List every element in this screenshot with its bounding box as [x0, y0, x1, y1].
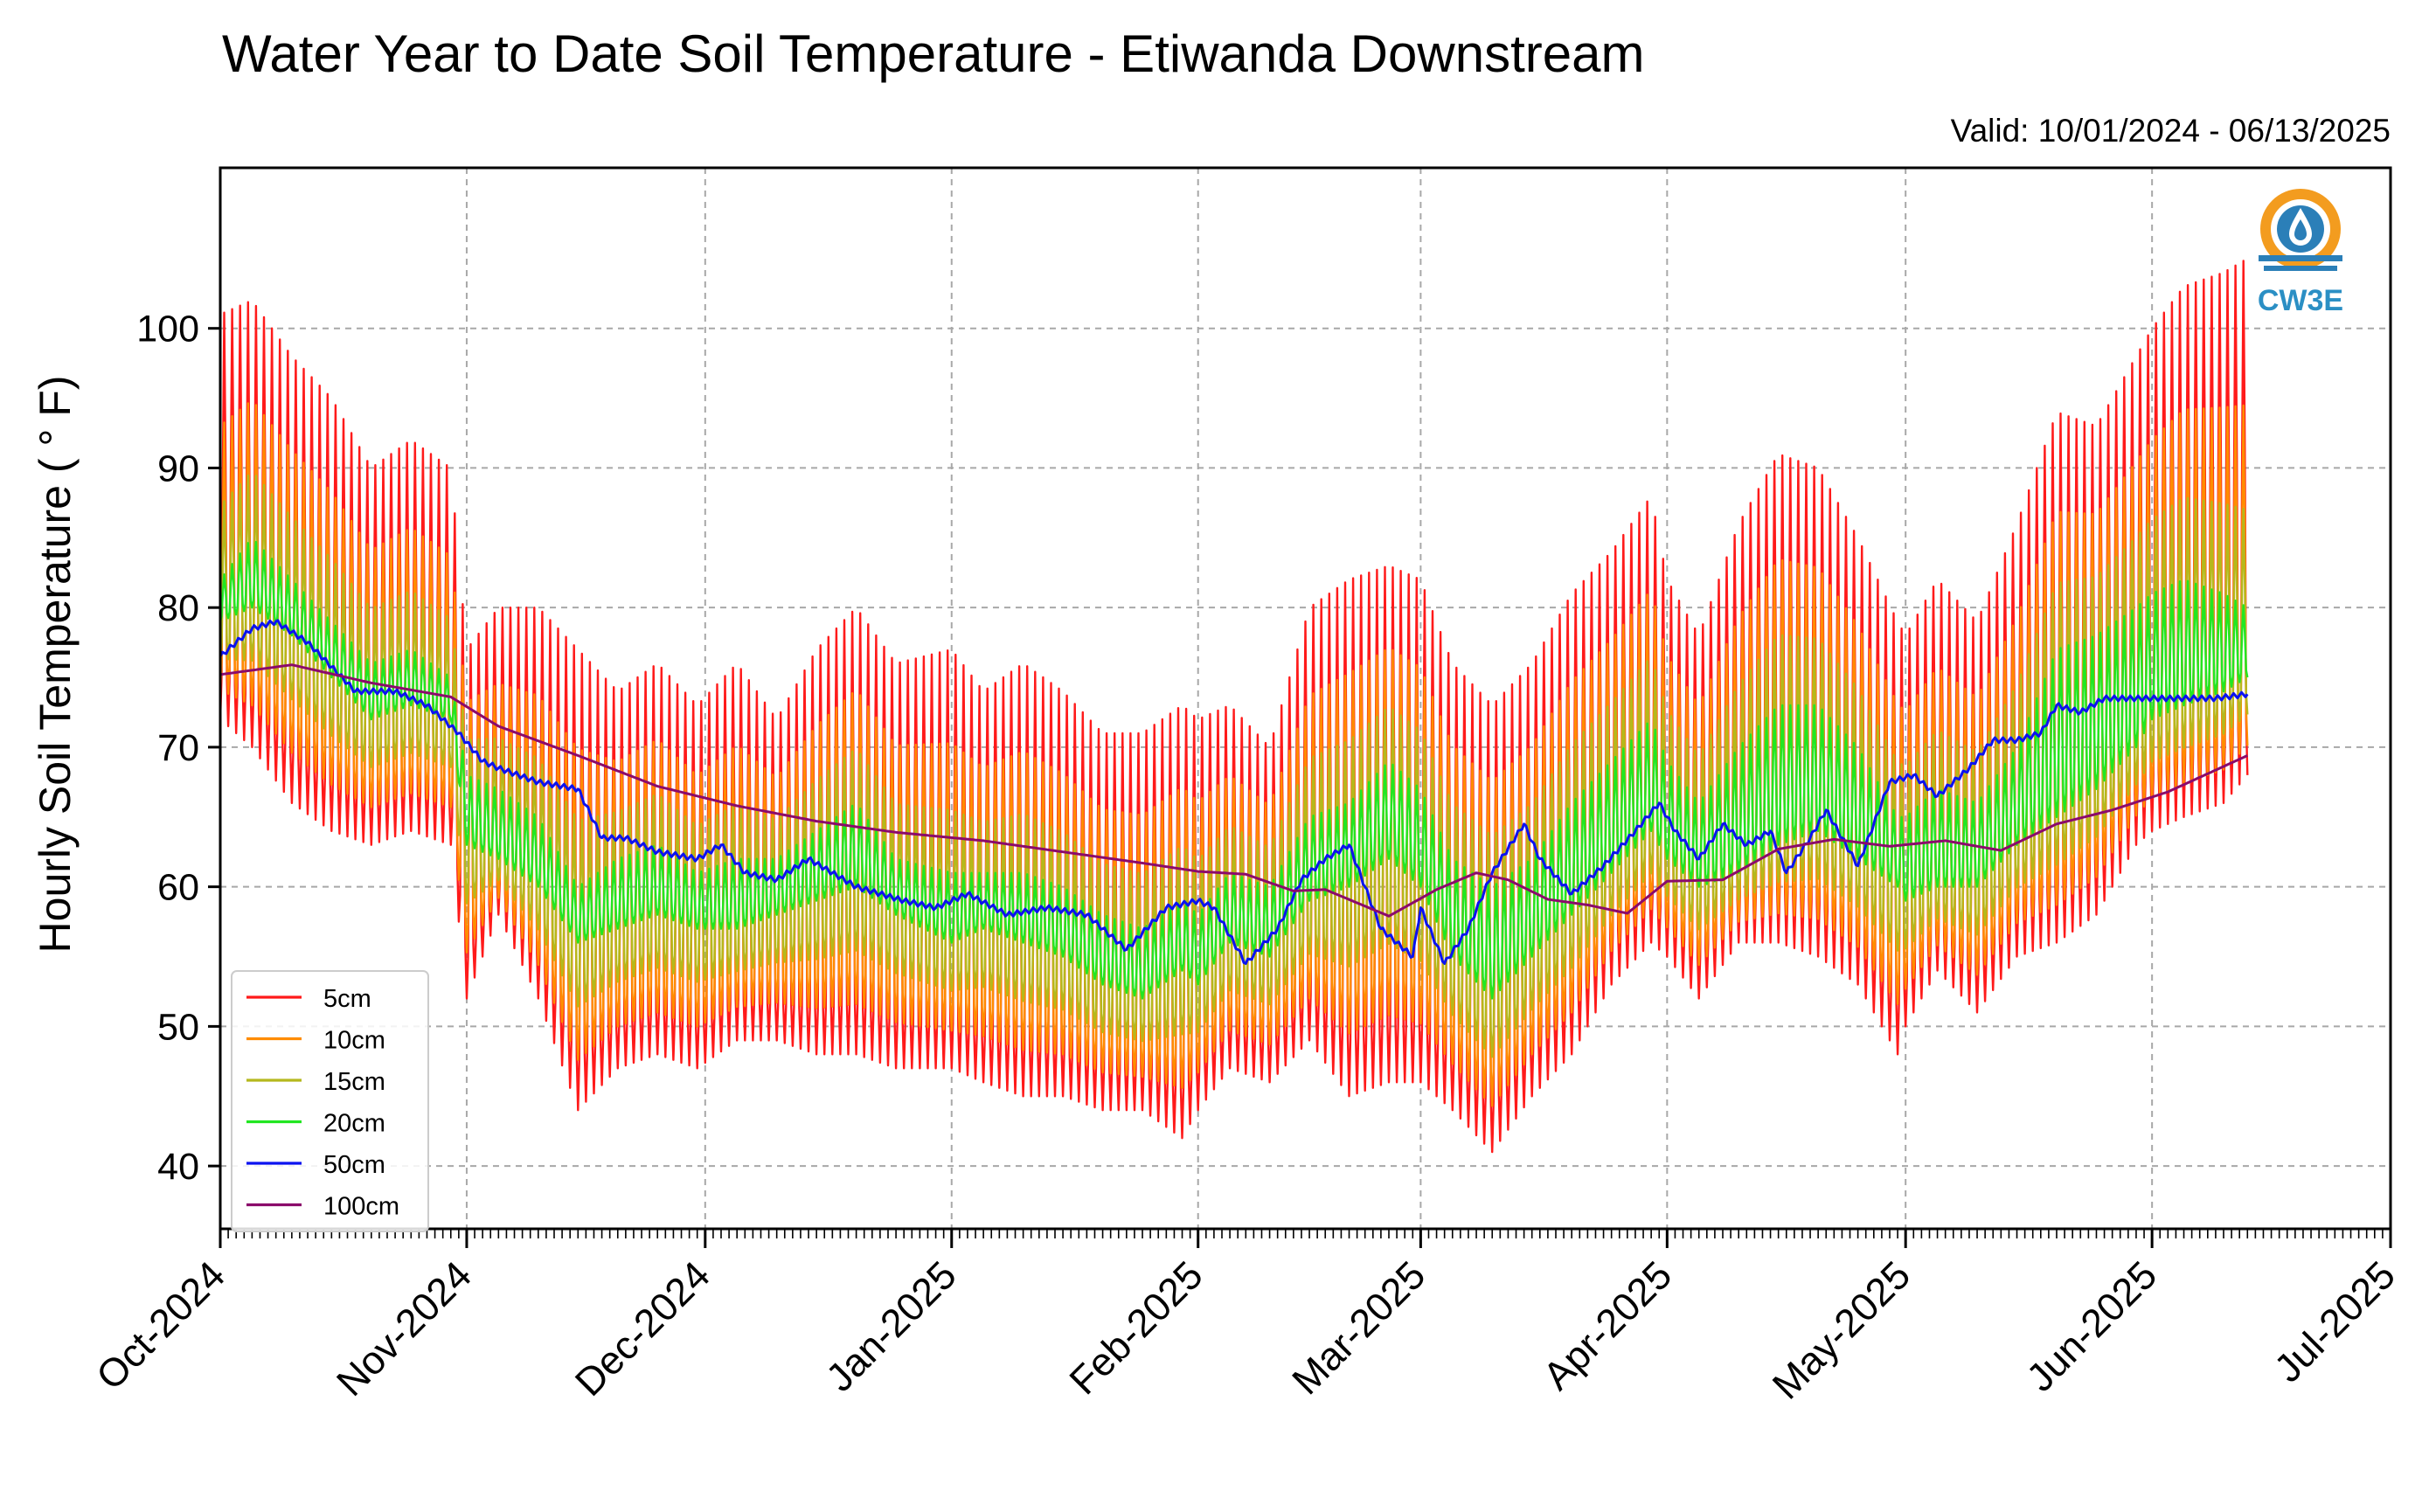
- legend-label-15cm: 15cm: [323, 1068, 385, 1096]
- series-line-15cm: [220, 474, 2249, 1058]
- y-tick-label: 80: [157, 587, 199, 629]
- legend-label-5cm: 5cm: [323, 985, 371, 1013]
- y-tick-label: 100: [136, 309, 199, 350]
- chart-subtitle: Valid: 10/01/2024 - 06/13/2025: [1951, 113, 2391, 149]
- series-line-50cm: [220, 619, 2249, 965]
- legend-label-100cm: 100cm: [323, 1193, 399, 1221]
- plot-area: [220, 260, 2249, 1154]
- plot-frame: [219, 166, 2392, 1231]
- series-line-100cm: [220, 663, 2248, 918]
- y-tick-label: 40: [157, 1146, 199, 1188]
- y-tick-label: 50: [157, 1006, 199, 1048]
- legend-label-20cm: 20cm: [323, 1110, 385, 1138]
- legend-label-50cm: 50cm: [323, 1151, 385, 1179]
- cw3e-logo: CW3E: [2258, 189, 2343, 317]
- chart-title: Water Year to Date Soil Temperature - Et…: [222, 24, 1644, 83]
- logo-text: CW3E: [2258, 284, 2343, 317]
- legend-label-10cm: 10cm: [323, 1027, 385, 1055]
- series-line-10cm: [220, 402, 2249, 1107]
- y-tick-label: 60: [157, 867, 199, 909]
- legend-frame: [231, 970, 429, 1232]
- y-axis-label: Hourly Soil Temperature ( ° F): [31, 376, 80, 954]
- legend: 5cm 10cm 15cm 20cm 50cm 100cm: [231, 970, 429, 1232]
- y-tick-label: 70: [157, 727, 199, 769]
- y-tick-label: 90: [157, 447, 199, 489]
- series-line-5cm: [220, 260, 2249, 1154]
